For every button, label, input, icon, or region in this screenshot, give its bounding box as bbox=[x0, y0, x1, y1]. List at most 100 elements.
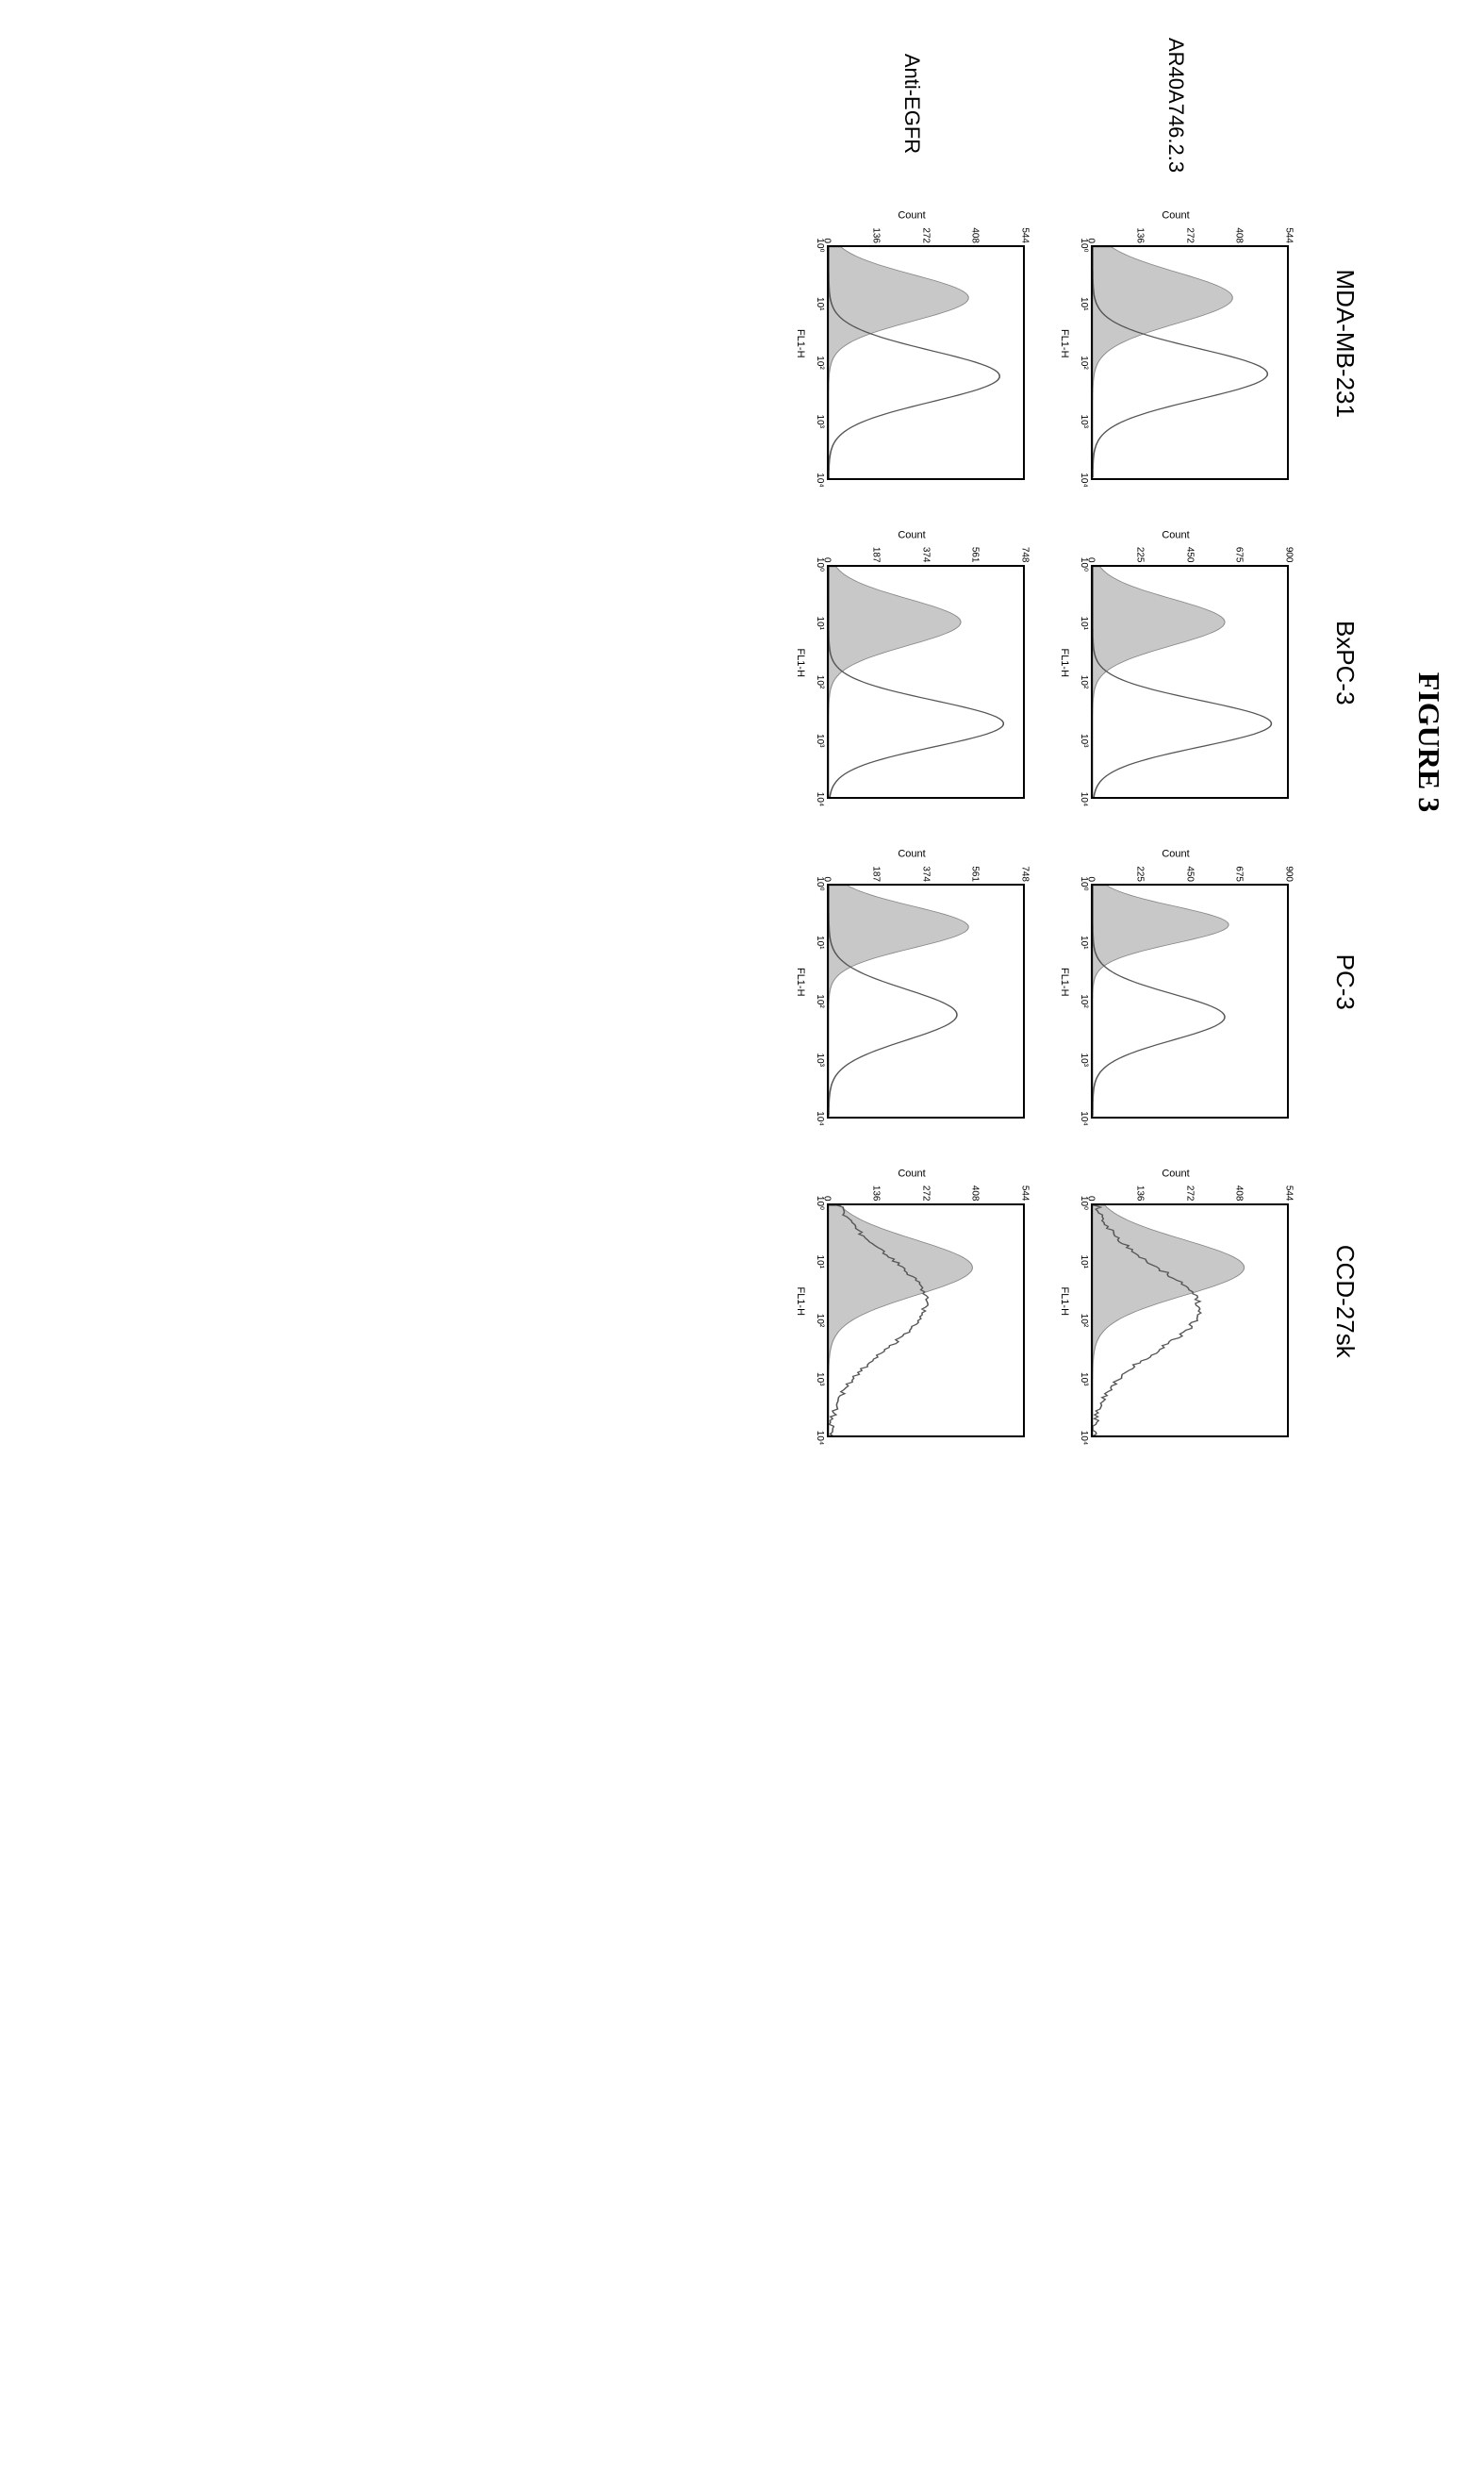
x-tick: 10⁰ bbox=[1079, 238, 1089, 252]
plot-r1c0: CountFL1-H013627240854410⁰10¹10²10³10⁴ bbox=[789, 198, 1034, 489]
col-header-1: BxPC-3 bbox=[1331, 518, 1360, 809]
x-axis-label: FL1-H bbox=[1059, 968, 1070, 997]
x-axis-label: FL1-H bbox=[795, 648, 806, 677]
x-tick: 10³ bbox=[815, 1372, 825, 1385]
y-tick: 748 bbox=[1020, 844, 1031, 882]
x-tick: 10⁰ bbox=[1079, 1196, 1089, 1210]
x-tick: 10² bbox=[815, 356, 825, 369]
x-tick: 10⁴ bbox=[1079, 792, 1089, 806]
histogram-svg bbox=[829, 886, 1023, 1117]
control-histogram bbox=[1093, 886, 1228, 1117]
y-tick: 900 bbox=[1284, 844, 1294, 882]
plot-r0c2: CountFL1-H022545067590010⁰10¹10²10³10⁴ bbox=[1053, 837, 1298, 1128]
x-tick: 10³ bbox=[815, 734, 825, 747]
x-tick: 10⁰ bbox=[815, 876, 825, 890]
x-tick: 10² bbox=[1079, 356, 1089, 369]
y-tick: 544 bbox=[1284, 1164, 1294, 1202]
histogram-svg bbox=[1093, 1205, 1287, 1436]
y-tick: 136 bbox=[871, 1164, 882, 1202]
x-tick: 10¹ bbox=[1079, 617, 1089, 630]
x-axis-label: FL1-H bbox=[795, 1286, 806, 1316]
y-tick: 272 bbox=[921, 1164, 932, 1202]
x-tick: 10¹ bbox=[1079, 936, 1089, 949]
x-tick: 10³ bbox=[1079, 415, 1089, 428]
y-tick: 450 bbox=[1185, 525, 1195, 563]
x-tick: 10⁰ bbox=[815, 238, 825, 252]
y-tick: 136 bbox=[1135, 206, 1146, 243]
control-histogram bbox=[1093, 1205, 1245, 1436]
y-tick: 272 bbox=[1185, 206, 1195, 243]
x-tick: 10¹ bbox=[815, 936, 825, 949]
plot-r1c3: CountFL1-H013627240854410⁰10¹10²10³10⁴ bbox=[789, 1156, 1034, 1448]
control-histogram bbox=[1093, 247, 1232, 478]
y-tick: 272 bbox=[921, 206, 932, 243]
x-tick: 10⁴ bbox=[1079, 473, 1089, 487]
x-tick: 10² bbox=[815, 1314, 825, 1327]
x-tick: 10⁴ bbox=[1079, 1111, 1089, 1125]
x-tick: 10² bbox=[1079, 994, 1089, 1007]
y-tick: 544 bbox=[1020, 206, 1031, 243]
x-tick: 10² bbox=[1079, 1314, 1089, 1327]
plot-r1c1: CountFL1-H018737456174810⁰10¹10²10³10⁴ bbox=[789, 518, 1034, 809]
y-tick: 450 bbox=[1185, 844, 1195, 882]
col-header-2: PC-3 bbox=[1331, 837, 1360, 1128]
x-tick: 10¹ bbox=[815, 1255, 825, 1269]
y-tick: 900 bbox=[1284, 525, 1294, 563]
y-tick: 225 bbox=[1135, 844, 1146, 882]
y-tick: 225 bbox=[1135, 525, 1146, 563]
plot-r0c0: CountFL1-H013627240854410⁰10¹10²10³10⁴ bbox=[1053, 198, 1298, 489]
plot-grid: MDA-MB-231 BxPC-3 PC-3 CCD-27sk AR40A746… bbox=[789, 38, 1374, 1447]
y-tick: 544 bbox=[1020, 1164, 1031, 1202]
x-axis-label: FL1-H bbox=[1059, 329, 1070, 358]
x-tick: 10⁰ bbox=[815, 1196, 825, 1210]
x-tick: 10³ bbox=[1079, 1053, 1089, 1067]
x-axis-label: FL1-H bbox=[795, 968, 806, 997]
x-axis-label: FL1-H bbox=[795, 329, 806, 358]
y-tick: 408 bbox=[1234, 1164, 1245, 1202]
x-tick: 10² bbox=[815, 994, 825, 1007]
y-tick: 675 bbox=[1234, 525, 1245, 563]
x-tick: 10⁴ bbox=[815, 1111, 825, 1125]
figure-title: FIGURE 3 bbox=[1411, 38, 1446, 1447]
y-tick: 408 bbox=[1234, 206, 1245, 243]
y-tick: 675 bbox=[1234, 844, 1245, 882]
x-tick: 10² bbox=[815, 675, 825, 688]
x-tick: 10² bbox=[1079, 675, 1089, 688]
x-axis-label: FL1-H bbox=[1059, 1286, 1070, 1316]
y-tick: 374 bbox=[921, 525, 932, 563]
x-tick: 10⁰ bbox=[1079, 557, 1089, 572]
y-tick: 561 bbox=[970, 525, 981, 563]
y-tick: 561 bbox=[970, 844, 981, 882]
x-tick: 10¹ bbox=[815, 297, 825, 310]
x-axis-label: FL1-H bbox=[1059, 648, 1070, 677]
x-tick: 10³ bbox=[815, 1053, 825, 1067]
histogram-svg bbox=[1093, 886, 1287, 1117]
row-header-1: Anti-EGFR bbox=[899, 38, 924, 170]
x-tick: 10¹ bbox=[1079, 297, 1089, 310]
control-histogram bbox=[829, 567, 961, 798]
x-tick: 10⁰ bbox=[1079, 876, 1089, 890]
x-tick: 10⁴ bbox=[1079, 1431, 1089, 1445]
x-tick: 10³ bbox=[1079, 734, 1089, 747]
plot-r0c1: CountFL1-H022545067590010⁰10¹10²10³10⁴ bbox=[1053, 518, 1298, 809]
control-histogram bbox=[829, 1205, 972, 1436]
x-tick: 10³ bbox=[1079, 1372, 1089, 1385]
control-histogram bbox=[829, 247, 968, 478]
y-tick: 408 bbox=[970, 1164, 981, 1202]
y-tick: 187 bbox=[871, 525, 882, 563]
histogram-svg bbox=[829, 247, 1023, 478]
x-tick: 10⁰ bbox=[815, 557, 825, 572]
x-tick: 10¹ bbox=[1079, 1255, 1089, 1269]
y-tick: 544 bbox=[1284, 206, 1294, 243]
y-tick: 136 bbox=[871, 206, 882, 243]
row-header-0: AR40A746.2.3 bbox=[1163, 38, 1188, 170]
histogram-svg bbox=[1093, 567, 1287, 798]
histogram-svg bbox=[829, 1205, 1023, 1436]
histogram-svg bbox=[1093, 247, 1287, 478]
plot-r1c2: CountFL1-H018737456174810⁰10¹10²10³10⁴ bbox=[789, 837, 1034, 1128]
y-tick: 374 bbox=[921, 844, 932, 882]
plot-r0c3: CountFL1-H013627240854410⁰10¹10²10³10⁴ bbox=[1053, 1156, 1298, 1448]
y-tick: 187 bbox=[871, 844, 882, 882]
y-tick: 748 bbox=[1020, 525, 1031, 563]
control-histogram bbox=[829, 886, 968, 1117]
